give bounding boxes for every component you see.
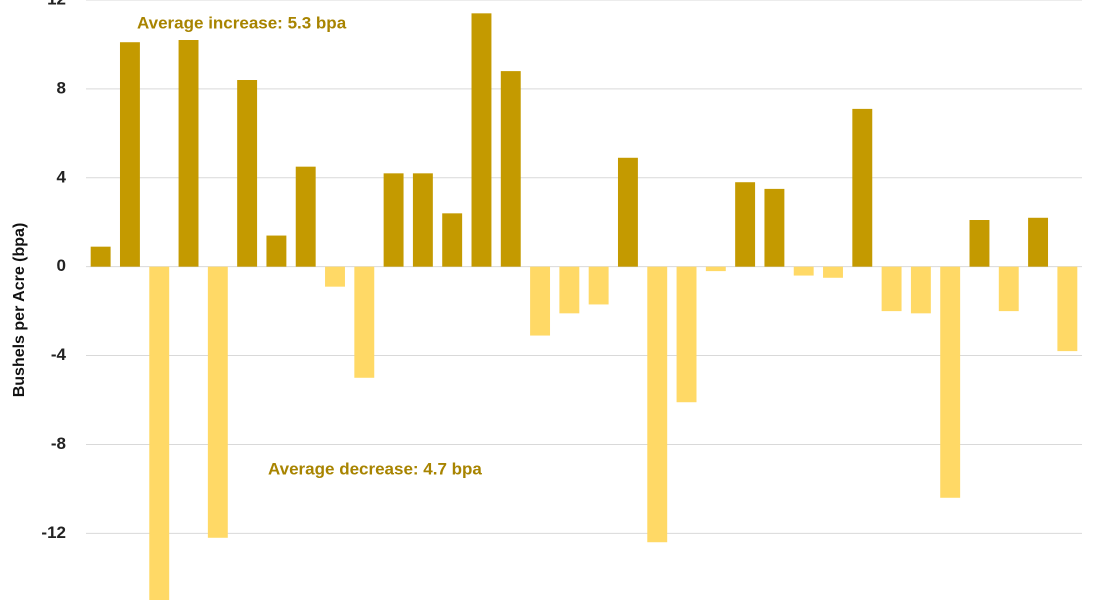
bar	[793, 266, 814, 276]
y-tick-label: 8	[57, 78, 66, 97]
bar	[325, 266, 345, 287]
y-tick-label: -4	[51, 345, 67, 364]
bar	[383, 173, 404, 267]
bar	[442, 213, 463, 267]
y-tick-label: 4	[57, 167, 67, 186]
bar	[90, 246, 111, 267]
bar	[178, 40, 199, 267]
bar	[940, 266, 961, 498]
bar	[969, 220, 990, 267]
annotation: Average decrease: 4.7 bpa	[268, 459, 482, 478]
bar	[910, 266, 931, 314]
bar	[500, 71, 521, 267]
bar	[735, 182, 756, 267]
bar	[1057, 266, 1078, 352]
bar	[412, 173, 433, 267]
annotation: Average increase: 5.3 bpa	[137, 13, 347, 32]
y-tick-label: 12	[47, 0, 66, 8]
bar	[149, 266, 170, 600]
bar	[823, 266, 843, 278]
bar	[207, 266, 228, 538]
bar	[764, 188, 785, 267]
bar	[559, 266, 580, 314]
bar	[237, 80, 258, 267]
y-tick-label: -8	[51, 434, 66, 453]
bar	[471, 13, 492, 267]
bar	[119, 42, 140, 267]
bar	[705, 266, 726, 272]
bar	[530, 266, 551, 336]
bar	[852, 108, 873, 267]
bar	[354, 266, 375, 378]
bar	[617, 157, 638, 267]
bar	[881, 266, 902, 312]
bar	[1028, 217, 1049, 267]
bar	[295, 166, 316, 267]
bar	[647, 266, 668, 543]
y-tick-label: -12	[41, 523, 66, 542]
bar	[266, 235, 287, 267]
bar	[998, 266, 1019, 312]
bar	[676, 266, 697, 403]
y-axis-title: Bushels per Acre (bpa)	[11, 223, 28, 398]
bar	[588, 266, 609, 305]
y-tick-label: 0	[57, 256, 66, 275]
